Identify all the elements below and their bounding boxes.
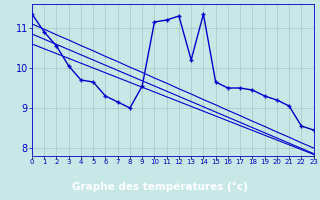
- Text: Graphe des températures (°c): Graphe des températures (°c): [72, 182, 248, 192]
